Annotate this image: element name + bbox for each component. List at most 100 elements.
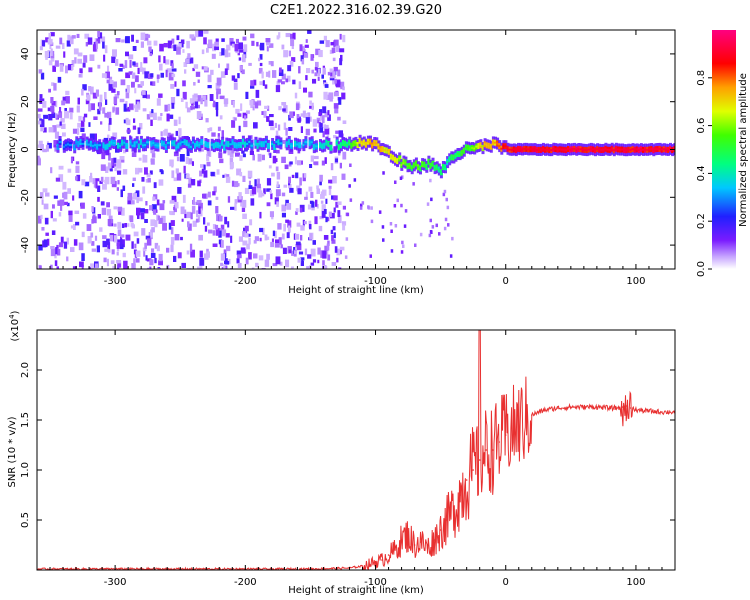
ridge-core [608,148,612,151]
ridge-core [108,143,112,146]
ridge-core [200,141,204,144]
noise-speckle [367,205,370,209]
noise-speckle [58,174,64,182]
noise-speckle [211,132,216,137]
noise-speckle [43,239,48,248]
noise-speckle [220,262,224,267]
noise-speckle [203,30,209,34]
noise-speckle [160,170,164,175]
figure-title: C2E1.2022.316.02.39.G20 [270,3,442,18]
ridge-core [162,142,166,145]
noise-speckle [319,181,322,186]
noise-speckle [227,196,231,203]
noise-speckle [227,221,230,228]
noise-speckle [216,88,221,95]
noise-speckle [225,233,230,238]
noise-speckle [38,120,42,125]
noise-speckle [175,130,178,136]
noise-speckle [120,189,123,198]
noise-speckle [148,46,152,52]
noise-speckle [218,152,223,159]
noise-speckle [266,116,270,122]
noise-speckle [51,82,55,86]
ridge-core [56,145,60,148]
noise-speckle [144,219,148,223]
noise-speckle [297,118,302,122]
noise-speckle [199,265,203,269]
noise-speckle [65,90,70,96]
ridge-core [250,144,254,147]
noise-speckle [164,104,168,112]
ridge-core [564,149,568,152]
noise-speckle [94,235,98,241]
noise-speckle [183,62,188,67]
noise-speckle [275,85,281,93]
noise-speckle [215,38,219,43]
noise-speckle [91,206,94,213]
noise-speckle [207,128,210,133]
ridge-core [358,139,362,142]
noise-speckle [286,232,290,239]
noise-speckle [302,46,305,52]
noise-speckle [117,262,122,268]
noise-speckle [314,216,318,225]
ridge-core [366,140,370,143]
x-tick-label: -100 [364,577,387,588]
noise-speckle [62,42,65,49]
noise-speckle [180,206,185,215]
noise-speckle [349,163,352,167]
noise-speckle [125,234,131,241]
noise-speckle [195,31,199,38]
ridge-core [398,157,402,160]
ridge-core [529,148,533,151]
noise-speckle [42,148,47,153]
noise-speckle [171,68,177,72]
ridge-core [533,148,537,151]
noise-speckle [337,215,342,224]
noise-speckle [258,57,261,62]
noise-speckle [103,54,106,62]
x-tick-label: -200 [234,577,257,588]
noise-speckle [342,151,347,160]
noise-speckle [97,196,100,202]
noise-speckle [328,211,332,217]
ridge-core [194,144,197,147]
noise-speckle [50,48,53,56]
noise-speckle [318,112,322,117]
noise-speckle [327,110,330,116]
noise-speckle [306,266,311,269]
noise-speckle [268,120,273,126]
noise-speckle [277,124,281,131]
ridge-core [477,145,481,147]
noise-speckle [333,66,338,72]
noise-speckle [288,127,293,131]
noise-speckle [86,94,91,101]
ridge-core [339,144,343,147]
snr-point [361,565,364,567]
noise-speckle [149,49,153,55]
ridge-core [354,141,358,144]
noise-speckle [249,219,253,226]
noise-speckle [158,253,163,262]
ridge-core [171,142,175,145]
noise-speckle [150,229,153,238]
ridge-core [327,142,331,145]
noise-speckle [44,51,50,58]
noise-speckle [334,91,339,97]
noise-speckle [199,113,203,117]
ridge-core [583,148,587,151]
noise-speckle [429,178,432,183]
noise-speckle [245,91,249,99]
noise-speckle [202,95,206,101]
noise-speckle [221,48,225,56]
noise-speckle [165,69,168,78]
ridge-core [431,162,435,165]
noise-speckle [196,111,202,119]
noise-speckle [242,153,246,158]
snr-series-line [37,330,675,570]
noise-speckle [53,195,58,199]
noise-speckle [142,67,146,75]
noise-speckle [56,244,59,249]
noise-speckle [173,119,178,126]
noise-speckle [390,249,394,253]
